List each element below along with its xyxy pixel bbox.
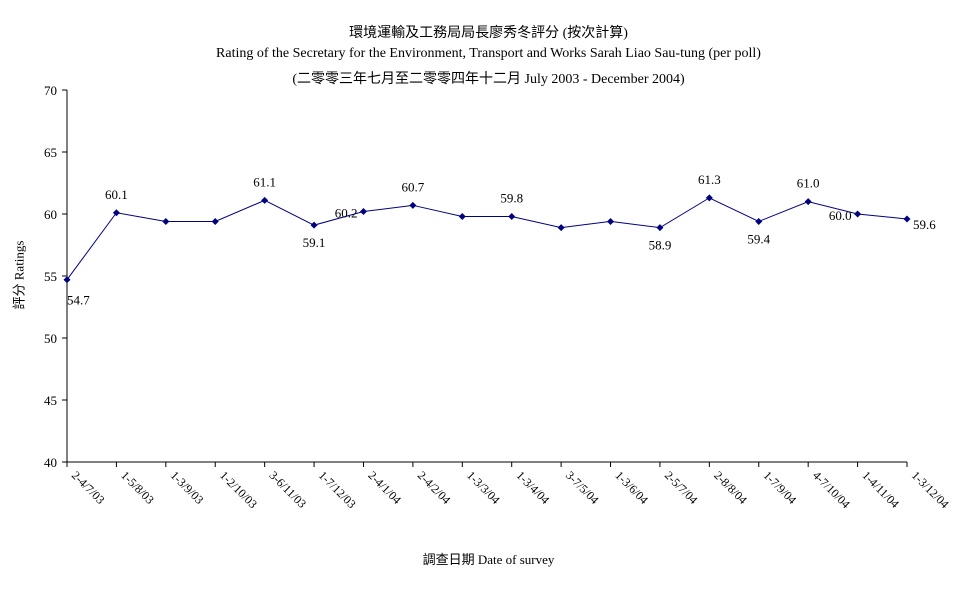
x-axis-label: 調查日期 Date of survey: [422, 552, 555, 567]
x-tick-label: 1-3/4/04: [514, 468, 553, 507]
data-point: [903, 215, 911, 223]
data-label: 54.7: [67, 293, 90, 308]
data-point: [804, 198, 812, 206]
data-point: [854, 210, 862, 218]
x-tick-label: 4-7/10/04: [810, 468, 853, 511]
data-point: [310, 221, 318, 229]
y-tick-label: 65: [44, 145, 57, 160]
x-tick-label: 1-3/6/04: [612, 468, 651, 507]
x-tick-label: 1-3/9/03: [168, 468, 207, 507]
x-tick-label: 2-4/2/04: [415, 468, 454, 507]
x-tick-label: 2-5/7/04: [662, 468, 701, 507]
x-tick-label: 1-3/12/04: [909, 468, 952, 511]
x-tick-label: 3-7/5/04: [563, 468, 602, 507]
data-point: [409, 201, 417, 209]
x-tick-label: 2-8/8/04: [711, 468, 750, 507]
chart-subtitle: Rating of the Secretary for the Environm…: [216, 46, 761, 61]
chart-subtitle-period: (二零零三年七月至二零零四年十二月 July 2003 - December 2…: [292, 72, 685, 87]
data-point: [162, 217, 170, 225]
data-point: [458, 212, 466, 220]
x-tick-label: 3-6/11/03: [267, 468, 310, 511]
data-point: [112, 209, 120, 217]
y-tick-label: 40: [44, 455, 57, 470]
data-point: [63, 276, 71, 284]
data-label: 59.4: [747, 231, 770, 246]
data-label: 60.2: [335, 206, 358, 221]
data-point: [705, 194, 713, 202]
y-tick-label: 60: [44, 207, 57, 222]
data-point: [656, 224, 664, 232]
x-tick-label: 1-3/3/04: [464, 468, 503, 507]
chart-title: 環境運輸及工務局局長廖秀冬評分 (按次計算): [349, 26, 628, 41]
data-point: [557, 224, 565, 232]
data-point: [508, 212, 516, 220]
x-tick-label: 1-2/10/03: [217, 468, 260, 511]
data-label: 60.0: [829, 208, 852, 223]
y-tick-label: 50: [44, 331, 57, 346]
data-label: 61.1: [253, 174, 276, 189]
x-tick-label: 2-4/1/04: [365, 468, 404, 507]
y-tick-label: 55: [44, 269, 57, 284]
data-point: [211, 217, 219, 225]
data-label: 59.8: [500, 190, 523, 205]
data-point: [607, 217, 615, 225]
data-label: 61.0: [797, 176, 820, 191]
data-label: 58.9: [649, 238, 672, 253]
y-tick-label: 45: [44, 393, 57, 408]
y-tick-label: 70: [44, 83, 57, 98]
x-tick-label: 1-4/11/04: [859, 468, 902, 511]
x-tick-label: 1-5/8/03: [118, 468, 157, 507]
series-line: [66, 197, 908, 281]
x-tick-label: 2-4/7/03: [69, 468, 108, 507]
data-label: 60.1: [105, 187, 128, 202]
y-axis-label: 評分 Ratings: [11, 240, 27, 310]
data-point: [261, 196, 269, 204]
x-tick-label: 1-7/12/03: [316, 468, 359, 511]
data-label: 59.6: [913, 217, 936, 232]
data-label: 59.1: [303, 235, 326, 250]
data-point: [359, 208, 367, 216]
data-label: 60.7: [402, 179, 425, 194]
data-label: 61.3: [698, 172, 721, 187]
data-point: [755, 217, 763, 225]
x-tick-label: 1-7/9/04: [761, 468, 800, 507]
